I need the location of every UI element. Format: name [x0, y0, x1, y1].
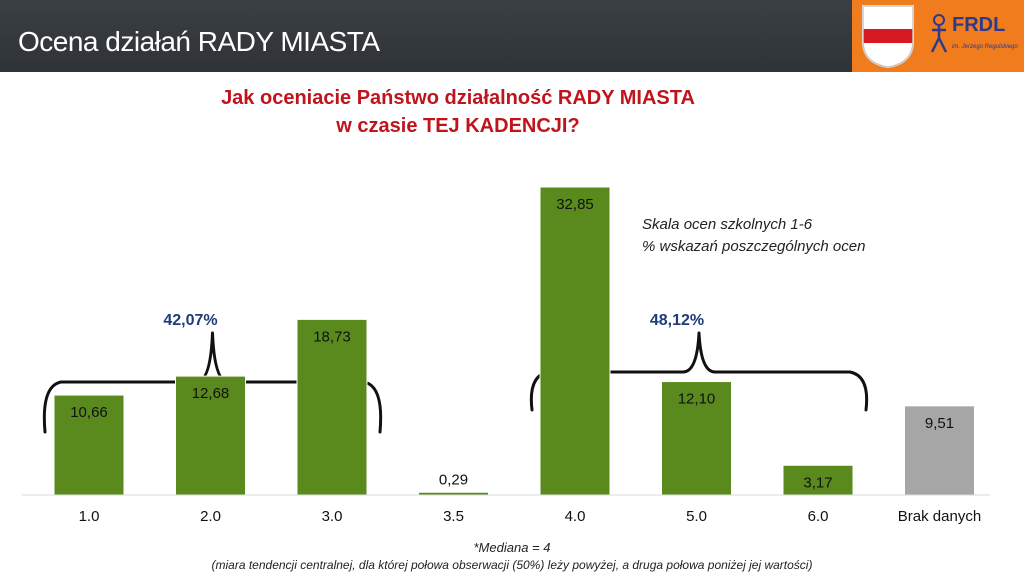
- annotation-line-2: % wskazań poszczególnych ocen: [642, 238, 866, 255]
- logo-text: FRDL: [952, 14, 1006, 36]
- x-axis-labels: 1.0 2.0 3.0 3.5 4.0 5.0 6.0 Brak danych: [79, 508, 982, 525]
- x-tick-label: 3.5: [443, 508, 464, 525]
- frdl-logo-icon: [930, 14, 948, 53]
- chart-title-line-2: w czasie TEJ KADENCJI?: [336, 115, 580, 137]
- bar-2-0: [175, 375, 246, 496]
- logo-area: FRDL im. Jerzego Regulskiego: [852, 0, 1024, 72]
- bars: 10,66 12,68 18,73 0,29 32,85 12,10 3,17 9,51: [53, 186, 975, 496]
- x-tick-label: 3.0: [322, 508, 343, 525]
- x-tick-label: 4.0: [565, 508, 586, 525]
- annotation-line-1: Skala ocen szkolnych 1-6: [642, 216, 813, 233]
- page-title: Ocena działań RADY MIASTA: [18, 26, 380, 57]
- bar-3-0: [296, 318, 368, 496]
- logo-subtext: im. Jerzego Regulskiego: [952, 44, 1018, 50]
- scale-annotation: Skala ocen szkolnych 1-6 % wskazań poszc…: [642, 214, 865, 258]
- bar-value-label: 3,17: [803, 474, 832, 491]
- group-percent-label: 48,12%: [650, 312, 704, 329]
- bar-value-label: 12,10: [678, 391, 716, 408]
- x-tick-label: 6.0: [808, 508, 829, 525]
- bar-value-label: 9,51: [925, 415, 954, 432]
- bar-value-label: 0,29: [439, 471, 468, 488]
- bar-4-0: [539, 186, 611, 496]
- x-tick-label: 5.0: [686, 508, 707, 525]
- group-brace: [42, 331, 383, 434]
- x-tick-label: 1.0: [79, 508, 100, 525]
- bar-6-0: [782, 464, 854, 496]
- footnote-explanation: (miara tendencji centralnej, dla której …: [211, 558, 813, 572]
- group-braces: 42,07% 48,12%: [42, 312, 869, 434]
- bar-value-label: 32,85: [556, 196, 594, 213]
- bar-value-label: 12,68: [192, 385, 230, 402]
- x-tick-label: 2.0: [200, 508, 221, 525]
- bar-value-label: 10,66: [70, 404, 108, 421]
- group-percent-label: 42,07%: [163, 312, 217, 329]
- chart-title-line-1: Jak oceniacie Państwo działalność RADY M…: [221, 87, 695, 109]
- footnote-median: *Mediana = 4: [473, 540, 551, 555]
- bar-value-label: 18,73: [313, 328, 351, 345]
- bar-brak-danych: [904, 405, 975, 496]
- x-tick-label: Brak danych: [898, 508, 981, 525]
- city-crest-icon: [862, 5, 914, 69]
- header-bar: Ocena działań RADY MIASTA FRDL im. Jerze…: [0, 0, 1024, 72]
- chart-title: Jak oceniacie Państwo działalność RADY M…: [100, 84, 816, 140]
- bar-5-0: [661, 381, 732, 496]
